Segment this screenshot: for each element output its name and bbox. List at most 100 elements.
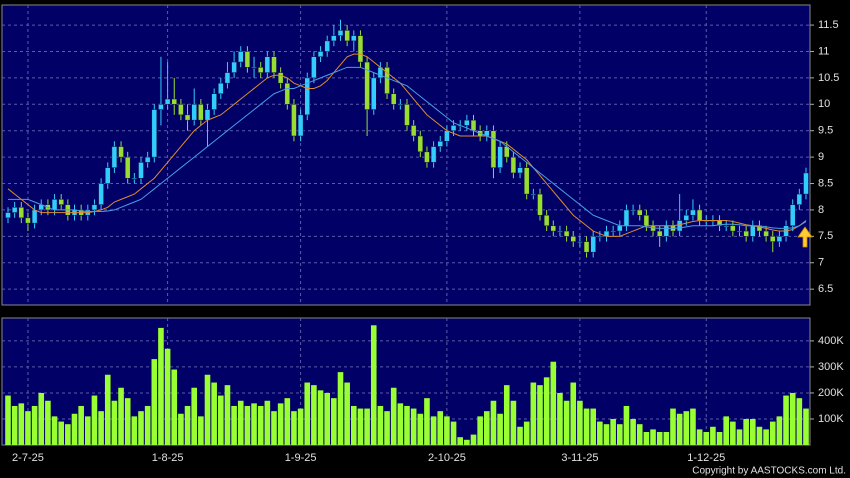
candle-body [351,35,357,42]
volume-bar [750,418,756,445]
volume-bar [171,369,178,445]
candle-body [218,82,224,94]
copyright: Copyright by AASTOCKS.com Ltd. [692,466,846,477]
candle-body [570,236,576,242]
volume-bar [656,431,663,445]
volume-bar [537,385,543,445]
volume-bar [743,418,749,445]
candle-body [31,209,38,224]
plot-layer: 100K 200K 300K 400K 2-7-25 1-8-25 1-9-25 2-10-2… [2,5,844,464]
volume-bar [577,400,583,445]
y-tick-label: 8 [818,204,824,216]
volume-bar [510,400,517,445]
x-tick-label: 1-12-25 [687,452,725,464]
volume-bar [404,405,410,445]
volume-bar [78,405,84,445]
candle-body [124,156,131,179]
volume-bar [723,416,729,445]
volume-bar [331,398,337,445]
candle-body [743,230,749,237]
candle-body [617,225,623,232]
x-tick-label: 3-11-25 [561,452,598,464]
volume-bar [277,403,284,445]
candle-body [291,104,297,137]
y-tick-label: 7.5 [818,230,833,242]
volume-bar [218,395,224,445]
volume-bar [164,348,171,445]
candle-body [510,156,517,174]
candle-body [98,183,104,205]
candle-body [517,167,523,174]
volume-bar [590,408,596,445]
volume-bar [151,359,158,445]
x-tick-label: 1-8-25 [152,452,184,464]
volume-bar [603,424,610,445]
volume-bar [503,385,510,445]
candle-body [750,225,756,237]
candle-body [11,207,18,213]
candle-body [331,35,337,42]
candle-body [796,193,803,205]
candle-body [158,104,164,110]
y-tick-label: 11 [818,45,829,57]
candle-body [630,209,636,212]
candle-body [277,72,284,84]
candle-body [590,236,596,253]
volume-bar [643,431,650,445]
volume-bar [178,413,184,445]
volume-bar [636,424,643,445]
volume-bar [610,418,616,445]
candle-body [530,193,537,196]
candle-body [204,109,211,121]
volume-bar [696,429,703,445]
arrow-marker [797,226,813,248]
candle-body [789,204,796,227]
volume-bar [344,382,350,445]
volume-bar [124,398,131,445]
volume-bar [796,398,803,445]
volume-bar [144,405,151,445]
volume-bar [158,327,164,445]
volume-bar [58,421,64,445]
candle-body [770,236,776,242]
candle-body [663,225,670,237]
candle-body [271,56,277,73]
volume-bar [563,400,570,445]
candle-body [264,56,271,73]
volume-bar [85,416,91,445]
candle-body [238,51,244,63]
volume-bar [351,405,357,445]
volume-bar [803,408,809,445]
volume-bar [530,382,537,445]
y-tick-label: 8.5 [818,177,833,189]
candle-body [198,104,204,121]
volume-bar [31,405,38,445]
volume-bar [11,405,18,445]
volume-bar [65,424,71,445]
candle-body [51,199,58,211]
candle-body [25,217,31,224]
candle-body [543,214,550,227]
candle-body [384,67,390,94]
candle-body [610,230,616,233]
candle-body [730,225,736,232]
volume-bar [131,416,138,445]
volume-bar [324,392,330,445]
candle-body [723,225,729,228]
volume-bar [716,431,723,445]
y-tick-label: 10.5 [818,72,839,84]
volume-bar [71,413,78,445]
volume-bar [497,413,503,445]
candle-body [417,135,424,153]
volume-bar [410,408,417,445]
candle-body [371,77,377,110]
volume-bar [304,382,311,445]
candle-body [577,241,583,243]
candle-body [550,225,557,232]
candle-body [464,119,470,126]
volume-bar [703,431,710,445]
candle-body [450,125,457,131]
price-panel [1,4,811,306]
volume-bar [676,413,683,445]
